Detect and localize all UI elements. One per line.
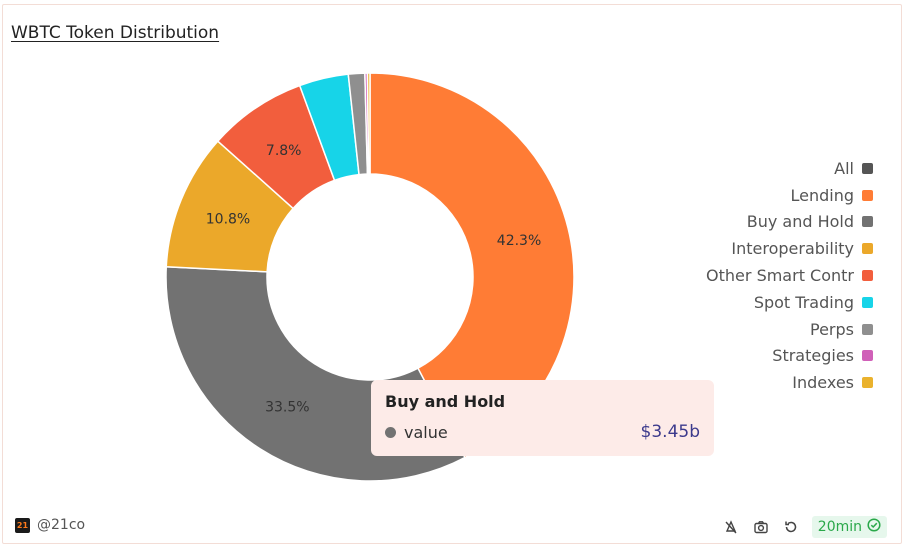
chart-tooltip: Buy and Hold value $3.45b — [371, 380, 714, 456]
tooltip-row: value $3.45b — [385, 422, 700, 442]
chart-title: WBTC Token Distribution — [11, 23, 220, 43]
legend-swatch — [862, 162, 873, 174]
slice-label: 42.3% — [497, 233, 541, 249]
legend-label: Spot Trading — [753, 292, 854, 312]
slice-indexes[interactable] — [366, 72, 371, 175]
legend-label: Strategies — [772, 346, 854, 366]
tooltip-series-label: value — [404, 422, 448, 442]
legend-swatch — [862, 377, 873, 389]
refresh-badge: 20min — [811, 516, 887, 538]
slice-label: 33.5% — [265, 399, 309, 415]
legend-item[interactable]: Lending — [706, 182, 873, 209]
chart-legend: All Lending Buy and Hold Interoperability Ot… — [706, 155, 873, 396]
legend-item[interactable]: Spot Trading — [706, 289, 873, 316]
legend-swatch — [862, 216, 873, 228]
donut-chart: 42.3% 33.5% 10.8% 7.8% — [165, 72, 575, 482]
camera-icon[interactable] — [752, 518, 770, 536]
legend-label: Perps — [810, 319, 854, 339]
slice-label: 10.8% — [206, 212, 250, 228]
legend-label: Interoperability — [731, 239, 854, 259]
tooltip-value: $3.45b — [640, 422, 700, 442]
refresh-icon[interactable] — [782, 518, 800, 536]
legend-item[interactable]: Other Smart Contr — [706, 262, 873, 289]
check-circle-icon — [867, 518, 881, 536]
tooltip-title: Buy and Hold — [385, 392, 506, 411]
footer-attribution: 21 @21co — [15, 517, 85, 533]
legend-item[interactable]: Perps — [706, 316, 873, 343]
legend-swatch — [862, 323, 873, 335]
alert-icon[interactable] — [722, 518, 740, 536]
legend-item[interactable]: Buy and Hold — [706, 209, 873, 236]
legend-label: All — [834, 158, 854, 178]
legend-label: Buy and Hold — [746, 212, 854, 232]
legend-item[interactable]: Strategies — [706, 343, 873, 370]
brand-logo: 21 — [15, 517, 30, 533]
legend-label: Lending — [790, 185, 854, 205]
legend-item[interactable]: Indexes — [706, 369, 873, 396]
legend-label: Other Smart Contr — [706, 266, 854, 286]
handle-link[interactable]: @21co — [37, 517, 86, 533]
tooltip-series-dot — [385, 426, 396, 438]
legend-swatch — [862, 270, 873, 282]
legend-swatch — [862, 350, 873, 362]
footer-toolbar: 20min — [722, 516, 887, 538]
slice-label: 7.8% — [266, 143, 302, 159]
legend-item[interactable]: All — [706, 155, 873, 182]
legend-item[interactable]: Interoperability — [706, 235, 873, 262]
legend-swatch — [862, 189, 873, 201]
legend-swatch — [862, 296, 873, 308]
legend-swatch — [862, 243, 873, 255]
legend-label: Indexes — [792, 373, 854, 393]
chart-card: WBTC Token Distribution 42.3% 33.5% 10.8% 7… — [2, 4, 902, 544]
refresh-interval: 20min — [817, 519, 862, 535]
